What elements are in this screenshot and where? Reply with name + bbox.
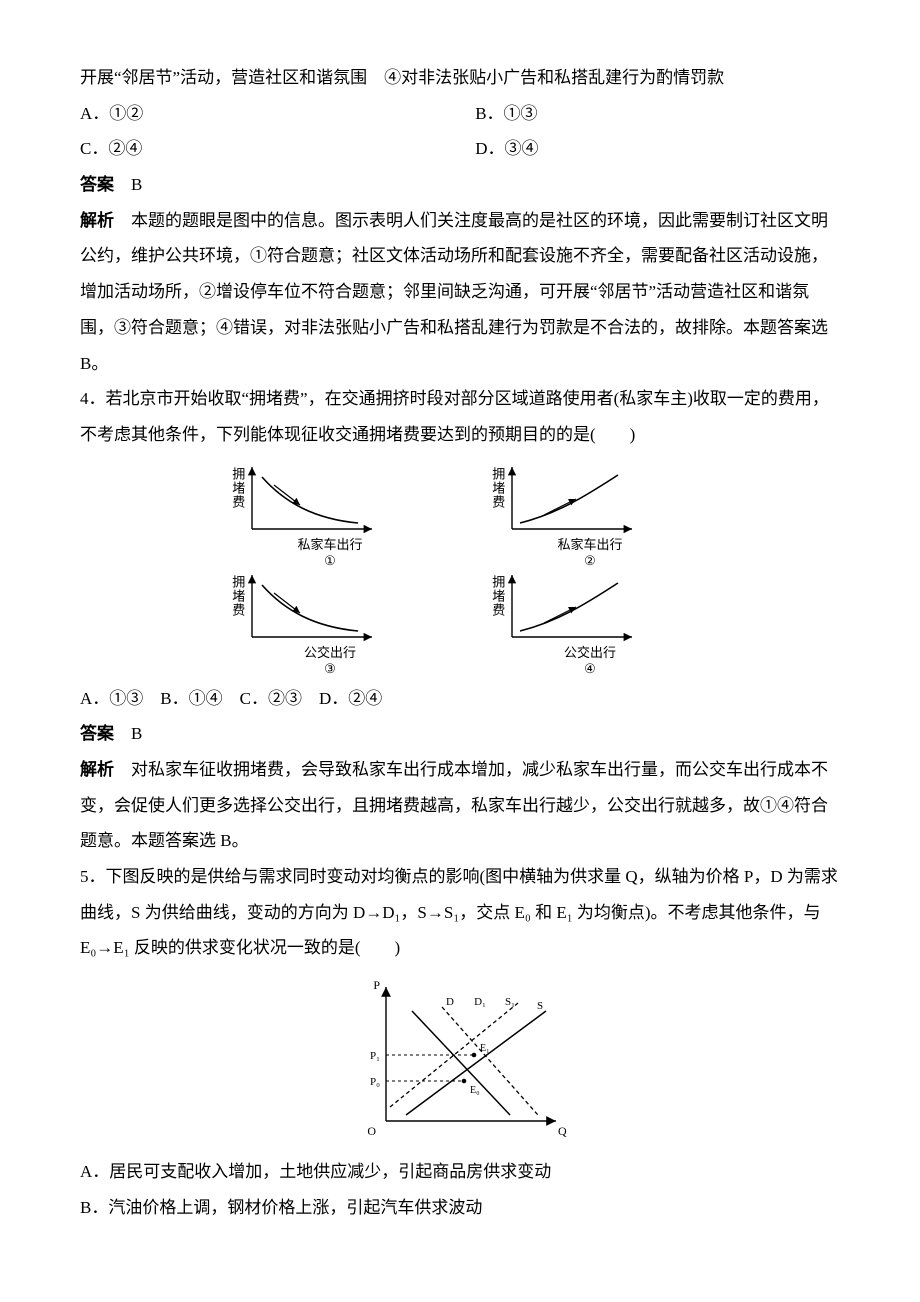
svg-text:O: O — [367, 1124, 376, 1138]
q3-options-row2: C．②④ D．③④ — [80, 131, 840, 167]
svg-text:D: D — [446, 996, 454, 1008]
chart3-ylabel: 拥堵费 — [224, 575, 251, 617]
q5-stem-text: 下图反映的是供给与需求同时变动对均衡点的影响(图中横轴为供求量 Q，纵轴为价格 … — [80, 867, 838, 957]
svg-text:E₁: E₁ — [480, 1043, 490, 1054]
q4-chart-grid: 拥堵费 私家车出行 ① 拥堵费 私家车出行 ② 拥堵费 — [230, 463, 690, 671]
explain-label: 解析 — [80, 211, 114, 230]
q4-chart-3: 拥堵费 公交出行 ③ — [230, 571, 390, 671]
svg-text:P: P — [373, 978, 380, 992]
svg-text:P₀: P₀ — [370, 1076, 380, 1088]
chart1-svg — [230, 463, 390, 533]
q3-option-c: C．②④ — [80, 131, 475, 167]
q4-stem: 4．若北京市开始收取“拥堵费”，在交通拥挤时段对部分区域道路使用者(私家车主)收… — [80, 381, 840, 452]
q4-explain: 解析 对私家车征收拥堵费，会导致私家车出行成本增加，减少私家车出行量，而公交车出… — [80, 752, 840, 859]
q4-chart-4: 拥堵费 公交出行 ④ — [490, 571, 650, 671]
q4-answer-line: 答案 B — [80, 716, 840, 752]
q4-explain-text: 对私家车征收拥堵费，会导致私家车出行成本增加，减少私家车出行量，而公交车出行成本… — [80, 760, 828, 850]
chart3-num: ③ — [270, 655, 390, 682]
q4-options: A．①③ B．①④ C．②③ D．②④ — [80, 681, 840, 717]
chart4-svg — [490, 571, 650, 641]
q5-option-b: B．汽油价格上调，钢材价格上涨，引起汽车供求波动 — [80, 1190, 840, 1226]
q3-answer: B — [131, 175, 142, 194]
q4-chart-2: 拥堵费 私家车出行 ② — [490, 463, 650, 563]
svg-text:S₁: S₁ — [505, 996, 515, 1008]
q5-option-a: A．居民可支配收入增加，土地供应减少，引起商品房供求变动 — [80, 1154, 840, 1190]
chart4-ylabel: 拥堵费 — [484, 575, 511, 617]
svg-text:Q: Q — [558, 1124, 567, 1138]
q3-option-a: A．①② — [80, 96, 475, 132]
q4-number: 4． — [80, 389, 106, 408]
q4-answer: B — [131, 724, 142, 743]
svg-text:E₀: E₀ — [470, 1085, 480, 1096]
q3-options-row1: A．①② B．①③ — [80, 96, 840, 132]
chart1-ylabel: 拥堵费 — [224, 467, 251, 509]
q3-intro: 开展“邻居节”活动，营造社区和谐氛围 ④对非法张贴小广告和私搭乱建行为酌情罚款 — [80, 60, 840, 96]
q3-explain: 解析 本题的题眼是图中的信息。图示表明人们关注度最高的是社区的环境，因此需要制订… — [80, 203, 840, 381]
q3-option-b: B．①③ — [475, 96, 840, 132]
svg-text:D₁: D₁ — [474, 996, 486, 1008]
q5-diagram-wrap: P Q O P₀ P₁ D D₁ S₁ S E₀ E₁ — [80, 970, 840, 1150]
chart2-ylabel: 拥堵费 — [484, 467, 511, 509]
q3-explain-text: 本题的题眼是图中的信息。图示表明人们关注度最高的是社区的环境，因此需要制订社区文… — [80, 211, 828, 373]
chart2-svg — [490, 463, 650, 533]
q5-number: 5． — [80, 867, 106, 886]
q5-stem: 5．下图反映的是供给与需求同时变动对均衡点的影响(图中横轴为供求量 Q，纵轴为价… — [80, 859, 840, 966]
q4-chart-1: 拥堵费 私家车出行 ① — [230, 463, 390, 563]
svg-text:S: S — [537, 1000, 543, 1012]
q5-supply-demand-svg: P Q O P₀ P₁ D D₁ S₁ S E₀ E₁ — [350, 970, 570, 1150]
chart3-svg — [230, 571, 390, 641]
explain-label: 解析 — [80, 760, 114, 779]
chart4-num: ④ — [530, 655, 650, 682]
q4-stem-text: 若北京市开始收取“拥堵费”，在交通拥挤时段对部分区域道路使用者(私家车主)收取一… — [80, 389, 829, 444]
q3-option-d: D．③④ — [475, 131, 840, 167]
answer-label: 答案 — [80, 175, 114, 194]
q3-answer-line: 答案 B — [80, 167, 840, 203]
svg-text:P₁: P₁ — [370, 1050, 380, 1062]
answer-label: 答案 — [80, 724, 114, 743]
